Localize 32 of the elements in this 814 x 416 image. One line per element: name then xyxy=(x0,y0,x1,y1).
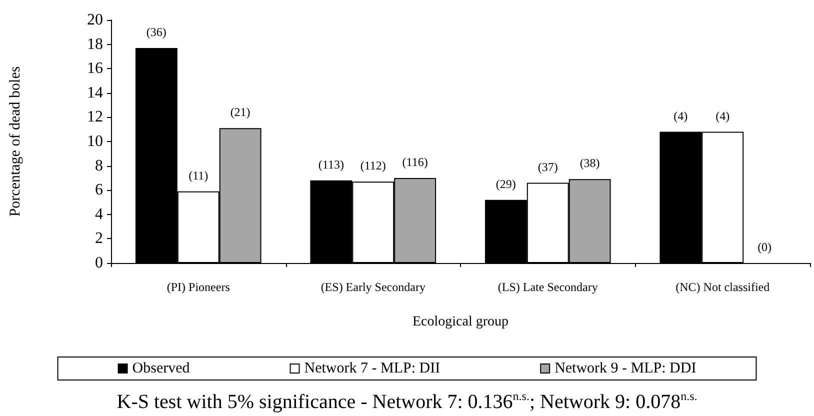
annotation: (4) xyxy=(716,108,730,123)
x-tick-label: (NC) Not classified xyxy=(676,280,770,294)
y-tick-label: 0 xyxy=(95,254,103,272)
x-axis-title: Ecological group xyxy=(412,314,509,330)
x-tick-label: (ES) Early Secondary xyxy=(320,280,426,294)
y-axis-title: Porcentage of dead boles xyxy=(8,66,24,217)
annotation: (11) xyxy=(188,168,208,182)
annotation: (0) xyxy=(758,240,772,254)
legend-label: Network 7 - MLP: DII xyxy=(304,360,440,376)
annotation: (29) xyxy=(496,176,516,191)
annotation: (113) xyxy=(318,157,344,172)
annotation: (37) xyxy=(538,160,558,174)
legend-label: Observed xyxy=(132,360,190,376)
x-tick-label: (PI) Pioneers xyxy=(166,280,230,294)
annotation: (112) xyxy=(360,158,386,173)
y-tick-label: 12 xyxy=(87,108,103,126)
annotation: (21) xyxy=(230,105,250,120)
annotation: (116) xyxy=(402,154,428,169)
y-tick-label: 8 xyxy=(95,157,103,174)
x-tick-label: (LS) Late Secondary xyxy=(498,280,598,294)
y-tick-label: 14 xyxy=(87,84,103,102)
y-tick-label: 20 xyxy=(87,12,103,28)
legend-label: Network 9 - MLP: DDI xyxy=(554,360,696,376)
y-tick-label: 4 xyxy=(95,206,103,223)
y-tick-label: 10 xyxy=(87,133,103,150)
annotation: (4) xyxy=(674,108,688,123)
y-tick-label: 6 xyxy=(95,182,103,199)
y-tick-label: 16 xyxy=(87,60,103,78)
annotation: (36) xyxy=(146,24,166,39)
y-tick-label: 2 xyxy=(95,230,103,248)
annotation: (38) xyxy=(580,156,600,170)
y-tick-label: 18 xyxy=(87,36,103,53)
